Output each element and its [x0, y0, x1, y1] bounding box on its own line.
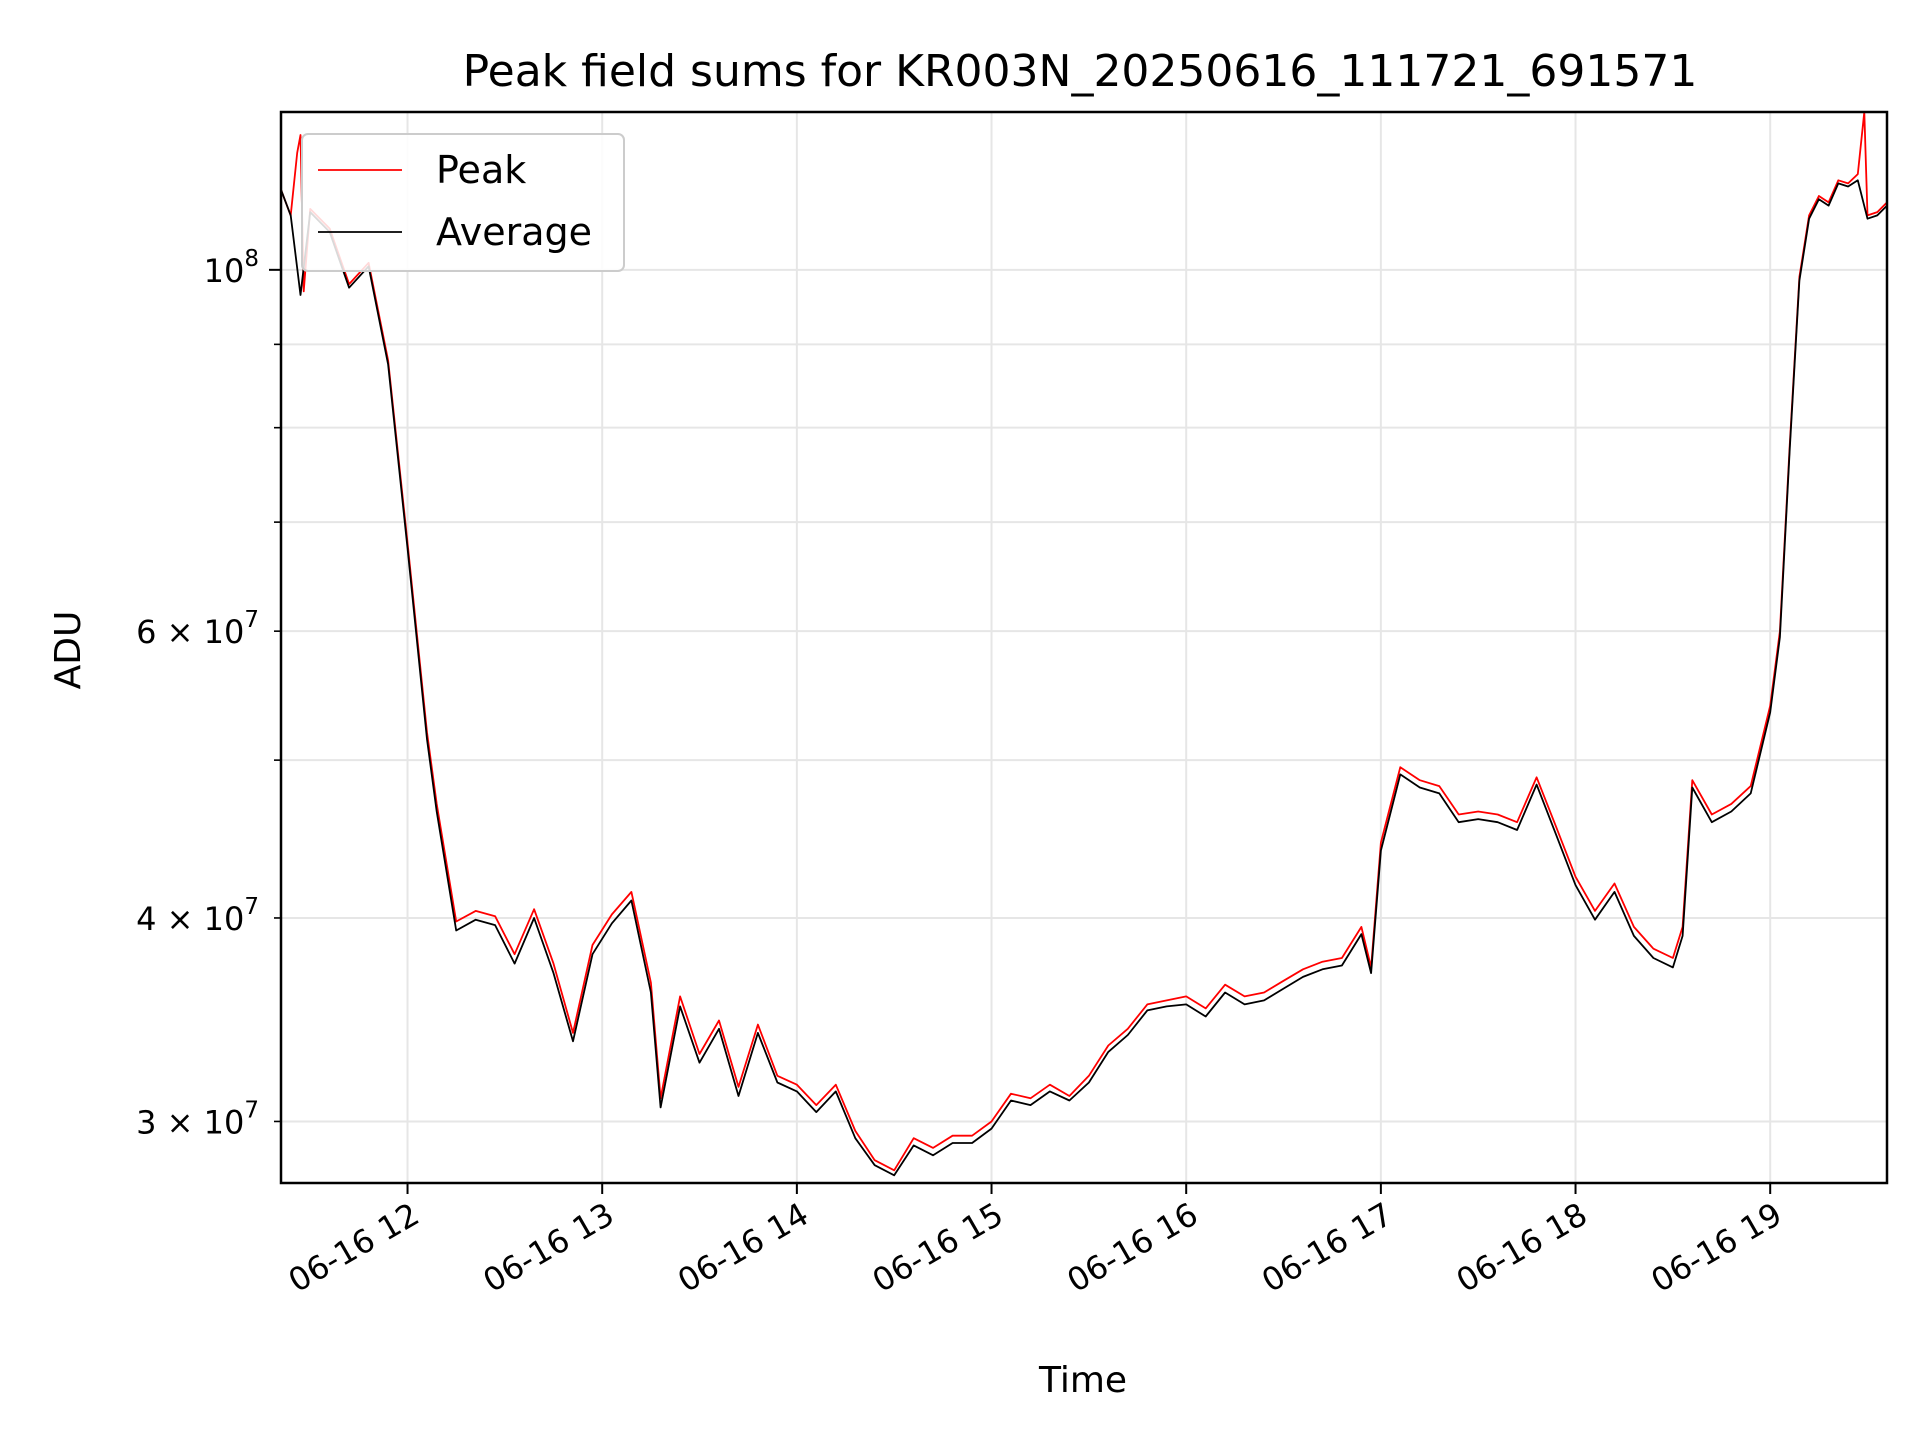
legend-label-average: Average — [436, 210, 592, 254]
y-tick-label: 3 × 107 — [136, 1097, 259, 1141]
legend: Peak Average — [301, 133, 625, 272]
chart-title: Peak field sums for KR003N_20250616_1117… — [463, 46, 1698, 97]
x-axis-label: Time — [1038, 1360, 1127, 1401]
series-line-average — [281, 179, 1887, 1177]
y-axis-ticks: 108 3 × 107 4 × 107 6 × 107 — [136, 246, 281, 1141]
plot-series — [281, 112, 1887, 1177]
y-tick-label: 6 × 107 — [136, 607, 259, 651]
legend-box — [301, 133, 625, 272]
series-line-peak — [281, 112, 1887, 1172]
y-axis-label: ADU — [48, 611, 89, 690]
legend-label-peak: Peak — [436, 148, 526, 192]
plot-frame — [279, 110, 1889, 1185]
y-tick-label: 4 × 107 — [136, 894, 259, 938]
grid-lines — [281, 112, 1887, 1183]
y-tick-label: 108 — [204, 246, 259, 290]
